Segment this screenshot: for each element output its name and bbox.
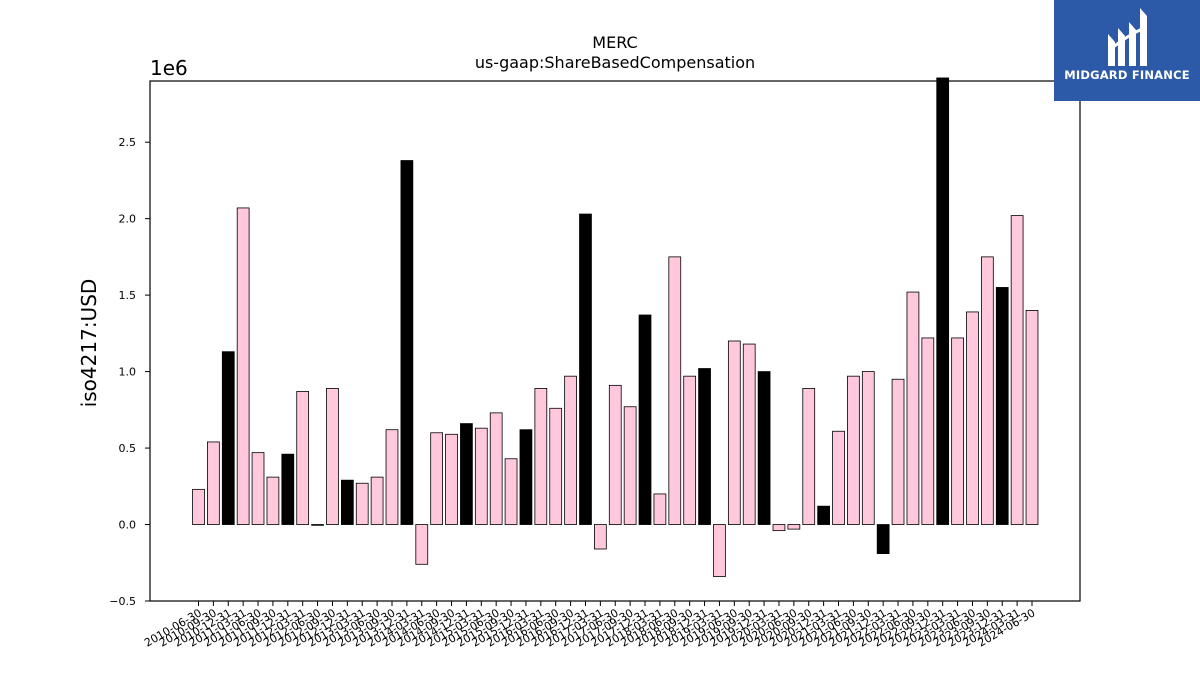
x-ticks-group: 2010-06-302010-09-302010-12-312011-03-31…	[142, 601, 1038, 650]
y-ticks-group: −0.5 0.0 0.5 1.0 1.5 2.0 2.5	[109, 136, 150, 608]
bar-2010-12-31	[221, 351, 235, 525]
bar-2023-12-31	[995, 287, 1009, 525]
midgard-finance-logo: MIDGARD FINANCE	[1054, 0, 1200, 101]
bar-2011-03-31	[236, 207, 250, 525]
bar-2014-03-31	[415, 524, 429, 565]
y-tick-label: 0.5	[119, 442, 137, 455]
bar-2020-03-31	[772, 524, 786, 532]
bar-2020-09-30	[802, 388, 816, 525]
bar-2018-09-30	[683, 375, 697, 525]
bar-2018-06-30	[668, 256, 682, 525]
bar-2024-03-31	[1010, 215, 1024, 525]
y-offset-label: 1e6	[150, 56, 188, 80]
y-tick-label: 1.0	[119, 366, 137, 379]
plot-frame	[149, 80, 1081, 602]
bar-2019-03-31	[713, 524, 726, 577]
bar-2023-09-30	[980, 256, 994, 525]
bar-2021-06-30	[847, 375, 860, 525]
bar-2016-12-31	[579, 213, 592, 525]
bar-2022-03-31	[891, 378, 905, 525]
bar-2022-06-30	[906, 291, 920, 525]
bar-2015-06-30	[489, 412, 503, 525]
logo-text: MIDGARD FINANCE	[1064, 68, 1190, 82]
bar-2013-12-31	[400, 160, 414, 525]
y-tick-label: −0.5	[109, 595, 136, 608]
bar-2013-09-30	[385, 429, 399, 525]
bar-2015-09-30	[504, 458, 518, 525]
y-tick-label: 2.5	[119, 136, 137, 149]
y-axis-label: iso4217:USD	[77, 279, 101, 408]
bar-2017-06-30	[608, 384, 622, 525]
bar-2011-06-30	[251, 452, 265, 525]
bar-2022-12-31	[936, 77, 950, 525]
bar-2017-09-30	[623, 406, 637, 525]
bar-2018-12-31	[698, 368, 711, 525]
bar-2020-12-31	[817, 505, 830, 525]
bar-2014-09-30	[445, 433, 458, 525]
y-tick-label: 0.0	[119, 519, 137, 532]
bar-2018-03-31	[653, 493, 667, 525]
bar-2012-09-30	[326, 388, 339, 525]
bar-2012-12-31	[340, 479, 354, 525]
bar-2021-09-30	[861, 371, 875, 525]
bar-2010-06-30	[192, 488, 205, 525]
bar-2023-03-31	[951, 337, 964, 525]
bar-2017-12-31	[638, 314, 652, 525]
bar-2016-03-31	[534, 388, 548, 525]
bar-2014-06-30	[430, 432, 444, 525]
bar-2021-03-31	[832, 430, 845, 525]
chart-title: MERC	[592, 33, 637, 52]
bar-2019-12-31	[757, 371, 771, 525]
bar-2021-12-31	[876, 524, 890, 554]
bars-group	[192, 77, 1039, 577]
bar-2017-03-31	[594, 524, 607, 550]
bar-2019-09-30	[742, 343, 756, 525]
bar-2022-09-30	[921, 337, 935, 525]
bar-2013-06-30	[370, 476, 384, 525]
bar-2015-03-31	[474, 427, 488, 525]
y-tick-label: 2.0	[119, 213, 137, 226]
bar-2011-12-31	[281, 453, 295, 525]
bar-2013-03-31	[355, 482, 369, 525]
chart-subtitle: us-gaap:ShareBasedCompensation	[475, 53, 755, 72]
bar-2014-12-31	[460, 423, 473, 525]
bar-2020-06-30	[787, 524, 801, 530]
midgard-logo-icon	[1108, 8, 1147, 66]
bar-2023-06-30	[966, 311, 979, 525]
bar-2010-09-30	[207, 441, 220, 525]
bar-2019-06-30	[727, 340, 741, 525]
bar-2012-06-30	[311, 524, 324, 526]
bar-2012-03-31	[296, 391, 310, 525]
bar-2015-12-31	[519, 429, 533, 525]
bar-2016-09-30	[564, 375, 577, 525]
bar-2016-06-30	[549, 407, 563, 525]
y-tick-label: 1.5	[119, 289, 137, 302]
bar-2024-06-30	[1025, 310, 1039, 525]
bar-2011-09-30	[266, 476, 280, 525]
